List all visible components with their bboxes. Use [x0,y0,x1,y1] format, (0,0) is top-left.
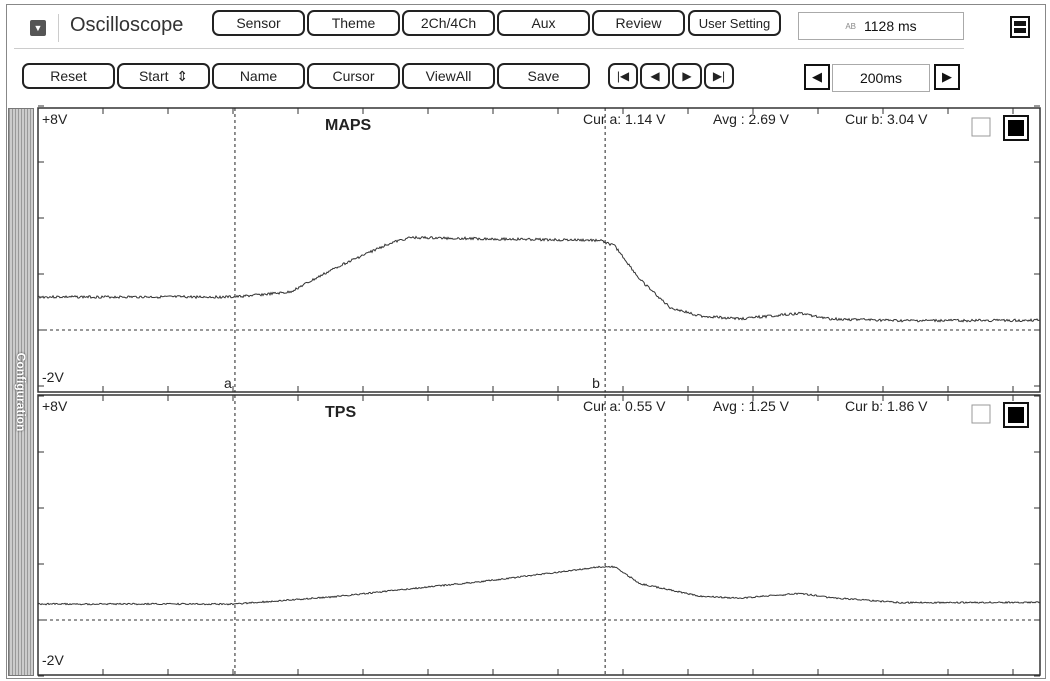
swatch-fill [1008,407,1024,423]
timebase-value[interactable]: 200ms [832,64,930,92]
cursor-button[interactable]: Cursor [307,63,400,89]
cursor-a-value: Cur a: 1.14 V [583,111,666,127]
start-label: Start [138,68,169,84]
ab-cursor-icon: AB [845,21,856,31]
swatch-fill [1008,120,1024,136]
cursor-a-value: Cur a: 0.55 V [583,398,666,414]
y-min-label: -2V [42,369,64,385]
cursor-a-label: a [224,375,232,391]
last-icon[interactable]: ▶| [704,63,734,89]
updown-arrows-icon: ⇕ [176,67,189,84]
channel-checkbox[interactable] [971,117,991,137]
y-max-label: +8V [42,398,68,414]
y-min-label: -2V [42,652,64,668]
sensor-button[interactable]: Sensor [212,10,305,36]
cursor-b-label: b [592,375,600,391]
next-icon[interactable]: ▶ [672,63,702,89]
configuration-tab[interactable]: Configuration [8,108,34,676]
signal-trace [37,235,1041,323]
cursor-time-readout: AB 1128 ms [798,12,964,40]
channel-checkbox[interactable] [971,404,991,424]
cursor-b-value: Cur b: 1.86 V [845,398,928,414]
y-max-label: +8V [42,111,68,127]
divider [14,48,964,49]
timebase-increase-icon[interactable]: ▶ [934,64,960,90]
plot-area[interactable] [37,107,1041,393]
first-icon[interactable]: |◀ [608,63,638,89]
aux-button[interactable]: Aux [497,10,590,36]
app-title: Oscilloscope [70,14,184,36]
channel-name: TPS [325,404,356,421]
user-setting-button[interactable]: User Setting [688,10,781,36]
save-button[interactable]: Save [497,63,590,89]
prev-icon[interactable]: ◀ [640,63,670,89]
average-value: Avg : 2.69 V [713,111,790,127]
app-window [6,4,1046,679]
start-button[interactable]: Start ⇕ [117,63,210,89]
average-value: Avg : 1.25 V [713,398,790,414]
channels-button[interactable]: 2Ch/4Ch [402,10,495,36]
signal-trace [37,565,1041,606]
timebase-decrease-icon[interactable]: ◀ [804,64,830,90]
reset-button[interactable]: Reset [22,63,115,89]
theme-button[interactable]: Theme [307,10,400,36]
layout-split-icon[interactable] [1010,16,1030,38]
review-button[interactable]: Review [592,10,685,36]
cursor-b-value: Cur b: 3.04 V [845,111,928,127]
time-value: 1128 ms [864,18,917,34]
channel-name: MAPS [325,117,372,134]
viewall-button[interactable]: ViewAll [402,63,495,89]
divider [58,14,59,42]
dropdown-icon[interactable]: ▼ [30,20,46,36]
plot-area[interactable] [37,394,1041,676]
name-button[interactable]: Name [212,63,305,89]
